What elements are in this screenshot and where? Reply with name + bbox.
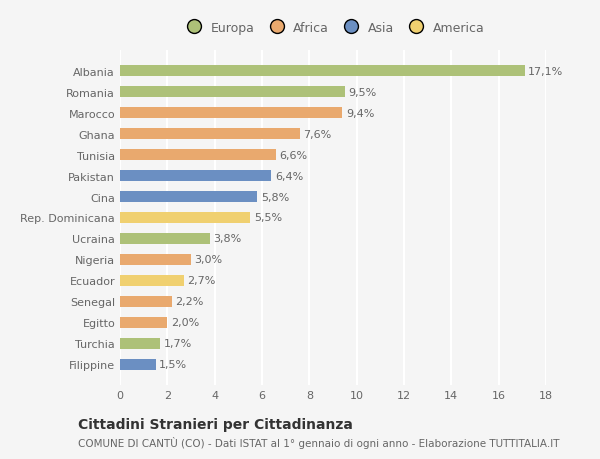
Text: 9,5%: 9,5% [349, 87, 377, 97]
Text: 3,0%: 3,0% [194, 255, 223, 265]
Text: 7,6%: 7,6% [304, 129, 332, 139]
Text: 2,0%: 2,0% [171, 318, 199, 328]
Text: 3,8%: 3,8% [214, 234, 242, 244]
Bar [120, 254, 191, 266]
Text: 5,8%: 5,8% [261, 192, 289, 202]
Bar [120, 170, 271, 182]
Bar [120, 338, 160, 349]
Bar [120, 317, 167, 329]
Text: 6,6%: 6,6% [280, 150, 308, 160]
Bar [120, 191, 257, 203]
Bar [120, 296, 172, 308]
Bar [120, 150, 276, 161]
Bar [120, 66, 525, 77]
Legend: Europa, Africa, Asia, America: Europa, Africa, Asia, America [176, 17, 490, 39]
Bar [120, 107, 343, 119]
Text: 1,5%: 1,5% [159, 359, 187, 369]
Text: 2,2%: 2,2% [176, 297, 204, 307]
Text: 1,7%: 1,7% [164, 339, 192, 349]
Bar [120, 212, 250, 224]
Bar [120, 87, 345, 98]
Bar [120, 359, 155, 370]
Text: 6,4%: 6,4% [275, 171, 303, 181]
Text: Cittadini Stranieri per Cittadinanza: Cittadini Stranieri per Cittadinanza [78, 417, 353, 431]
Text: 17,1%: 17,1% [528, 67, 563, 77]
Bar [120, 129, 300, 140]
Bar [120, 275, 184, 286]
Text: 5,5%: 5,5% [254, 213, 282, 223]
Bar [120, 233, 210, 245]
Text: 9,4%: 9,4% [346, 108, 374, 118]
Text: 2,7%: 2,7% [187, 276, 216, 286]
Text: COMUNE DI CANTÙ (CO) - Dati ISTAT al 1° gennaio di ogni anno - Elaborazione TUTT: COMUNE DI CANTÙ (CO) - Dati ISTAT al 1° … [78, 436, 560, 448]
